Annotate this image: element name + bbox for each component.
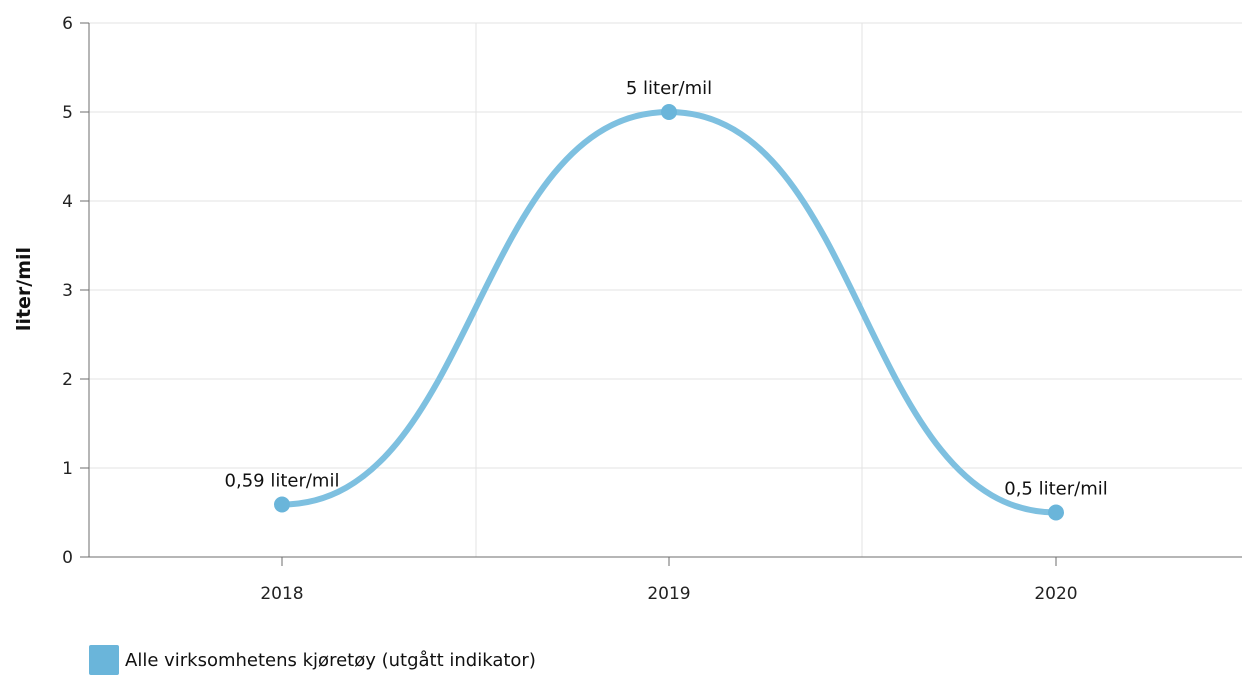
- x-tick-label: 2019: [647, 584, 690, 604]
- legend[interactable]: Alle virksomhetens kjøretøy (utgått indi…: [89, 645, 536, 675]
- y-tick-label: 0: [62, 548, 73, 568]
- data-labels: 0,59 liter/mil 5 liter/mil 0,5 liter/mil: [225, 78, 1108, 500]
- data-point[interactable]: [661, 104, 677, 120]
- series-layer: [274, 104, 1064, 521]
- data-label: 5 liter/mil: [626, 78, 712, 99]
- x-tick-label: 2020: [1034, 584, 1077, 604]
- y-tick-label: 5: [62, 103, 73, 123]
- legend-item-label: Alle virksomhetens kjøretøy (utgått indi…: [125, 649, 536, 671]
- y-tick-label: 4: [62, 192, 73, 212]
- data-point[interactable]: [1048, 504, 1064, 521]
- data-point[interactable]: [274, 496, 290, 513]
- y-tick-label: 6: [62, 14, 73, 34]
- y-tick-label: 3: [62, 281, 73, 301]
- y-tick-label: 2: [62, 370, 73, 390]
- legend-swatch: [89, 645, 119, 675]
- axes: 0 1 2 3 4 5 6 2018 2019 2020: [62, 14, 1242, 604]
- y-axis-title: liter/mil: [13, 247, 35, 331]
- data-label: 0,5 liter/mil: [1004, 479, 1107, 500]
- y-tick-label: 1: [62, 459, 73, 479]
- x-tick-label: 2018: [260, 584, 303, 604]
- data-label: 0,59 liter/mil: [225, 470, 340, 491]
- series-line: [279, 108, 1059, 516]
